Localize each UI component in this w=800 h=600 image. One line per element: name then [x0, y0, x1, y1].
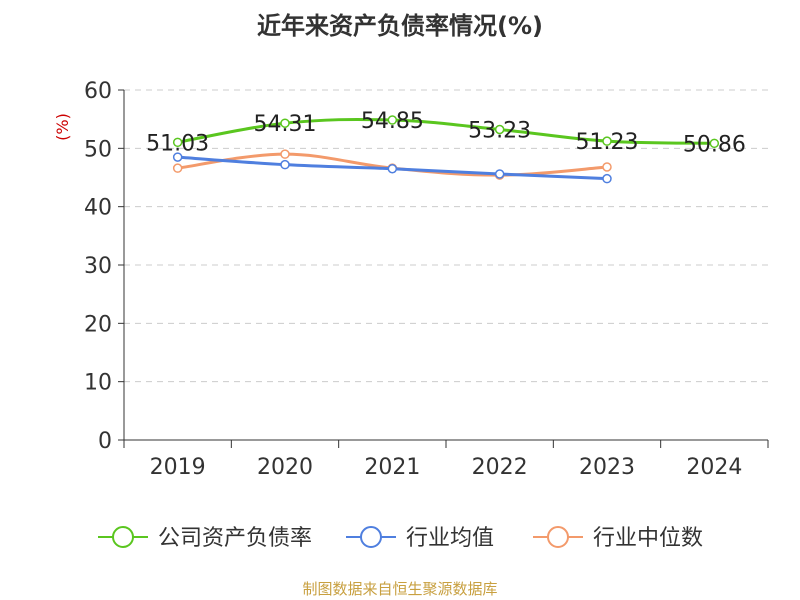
legend-marker-0: [112, 526, 134, 548]
grid-lines: [124, 89, 768, 383]
data-label-2021: 54.85: [361, 109, 424, 134]
series-0-point-2019: [172, 137, 183, 148]
legend-label-2: 行业中位数: [593, 526, 703, 551]
axes: 0 10 20 30 40 50 60 (%) 2019 2020 2021 2022 2023 2024: [53, 79, 769, 480]
legend-item-0[interactable]: 公司资产负债率: [98, 526, 312, 551]
data-label-2020: 54.31: [254, 112, 317, 137]
series-lines: [172, 115, 720, 184]
legend[interactable]: 公司资产负债率 行业均值 行业中位数: [98, 526, 703, 551]
legend-label-0: 公司资产负债率: [158, 526, 312, 551]
series-1-point-2019: [172, 152, 183, 162]
series-1-point-2020: [280, 159, 290, 170]
y-tick-label-0: 0: [98, 429, 112, 454]
y-tick-label-50: 50: [84, 137, 112, 162]
y-tick-label-10: 10: [84, 371, 112, 396]
series-2-point-2023: [602, 162, 612, 172]
data-label-2022: 53.23: [468, 118, 531, 143]
y-axis-label: (%): [53, 113, 72, 141]
data-label-2024: 50.86: [683, 132, 746, 157]
series-0-point-2023: [602, 136, 612, 146]
data-labels: 51.03 54.31 54.85 53.23 51.23 50.86: [146, 109, 746, 157]
legend-item-2[interactable]: 行业中位数: [533, 526, 703, 551]
legend-marker-1: [360, 526, 382, 548]
y-tick-label-40: 40: [84, 196, 112, 221]
series-1-point-2022: [494, 169, 505, 179]
data-label-2023: 51.23: [576, 130, 639, 155]
series-1-point-2021: [387, 164, 398, 174]
y-tick-label-20: 20: [84, 312, 112, 337]
y-tick-label-30: 30: [84, 254, 112, 279]
data-label-2019: 51.03: [146, 131, 209, 156]
x-tick-label-2024: 2024: [686, 455, 742, 480]
series-0-point-2024: [709, 138, 720, 149]
series-0-point-2021: [387, 115, 398, 125]
series-2-point-2020: [280, 149, 290, 159]
x-tick-label-2022: 2022: [472, 455, 528, 480]
chart-title: 近年来资产负债率情况(%): [257, 12, 543, 40]
legend-marker-2: [547, 526, 569, 548]
x-tick-label-2023: 2023: [579, 455, 635, 480]
series-0-point-2020: [280, 118, 290, 128]
x-tick-label-2019: 2019: [150, 455, 206, 480]
source-note: 制图数据来自恒生聚源数据库: [302, 580, 498, 598]
series-line-0: [176, 117, 716, 145]
series-2-point-2019: [172, 163, 183, 173]
legend-item-1[interactable]: 行业均值: [346, 526, 494, 551]
legend-label-1: 行业均值: [406, 526, 494, 551]
series-1-point-2023: [602, 173, 612, 184]
y-tick-label-60: 60: [84, 79, 112, 104]
x-tick-label-2020: 2020: [257, 455, 313, 480]
x-tick-label-2021: 2021: [364, 455, 420, 480]
series-0-point-2022: [494, 124, 505, 135]
